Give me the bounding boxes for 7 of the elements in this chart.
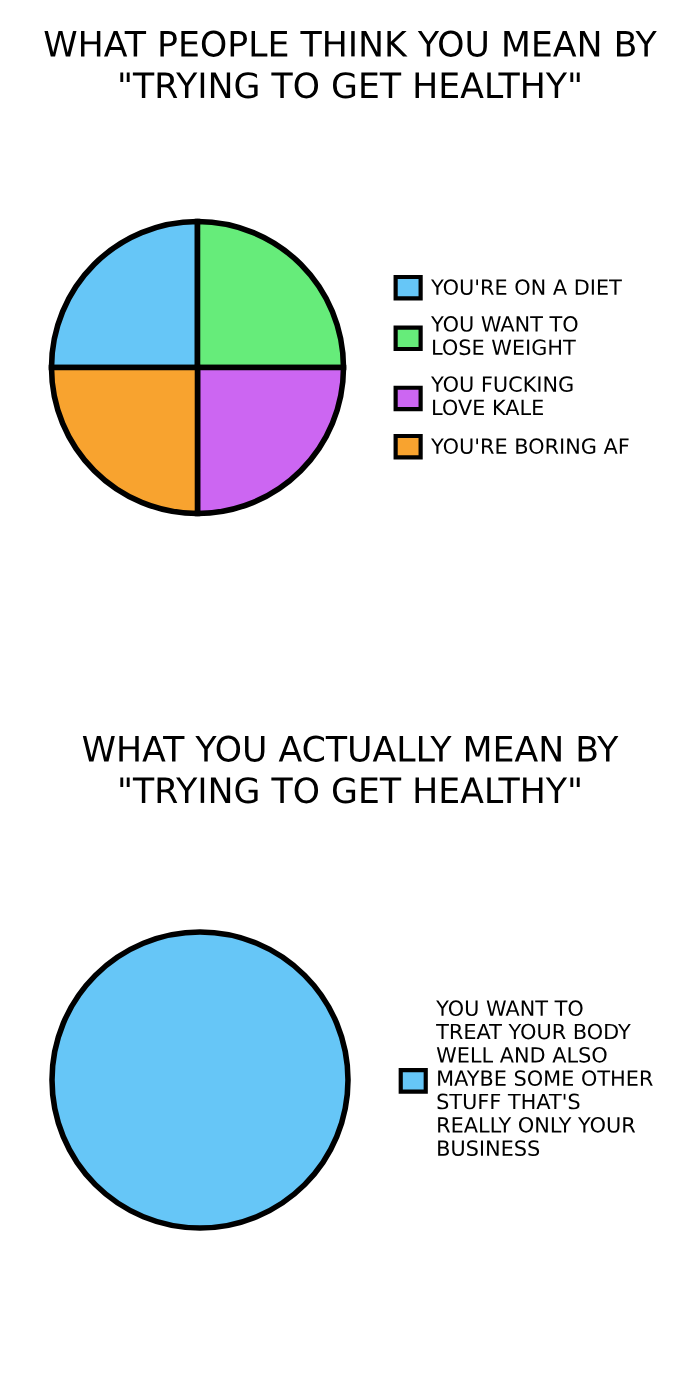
legend-label: YOU WANT TO LOSE WEIGHT — [431, 316, 578, 356]
legend-label: YOU WANT TO TREAT YOUR BODY WELL AND ALSO MAYBE SOME OTHER STUFF THAT'S REALLY ONLY YOUR BUSINESS — [436, 1000, 653, 1157]
legend-label: YOU FUCKING LOVE KALE — [431, 376, 573, 416]
chart-title: WHAT PEOPLE THINK YOU MEAN BY "TRYING TO GET HEALTHY" — [44, 30, 657, 99]
legend-label: YOU'RE BORING AF — [431, 438, 629, 454]
chart-title: WHAT YOU ACTUALLY MEAN BY "TRYING TO GET HEALTHY" — [82, 735, 619, 804]
legend-label: YOU'RE ON A DIET — [431, 279, 622, 295]
